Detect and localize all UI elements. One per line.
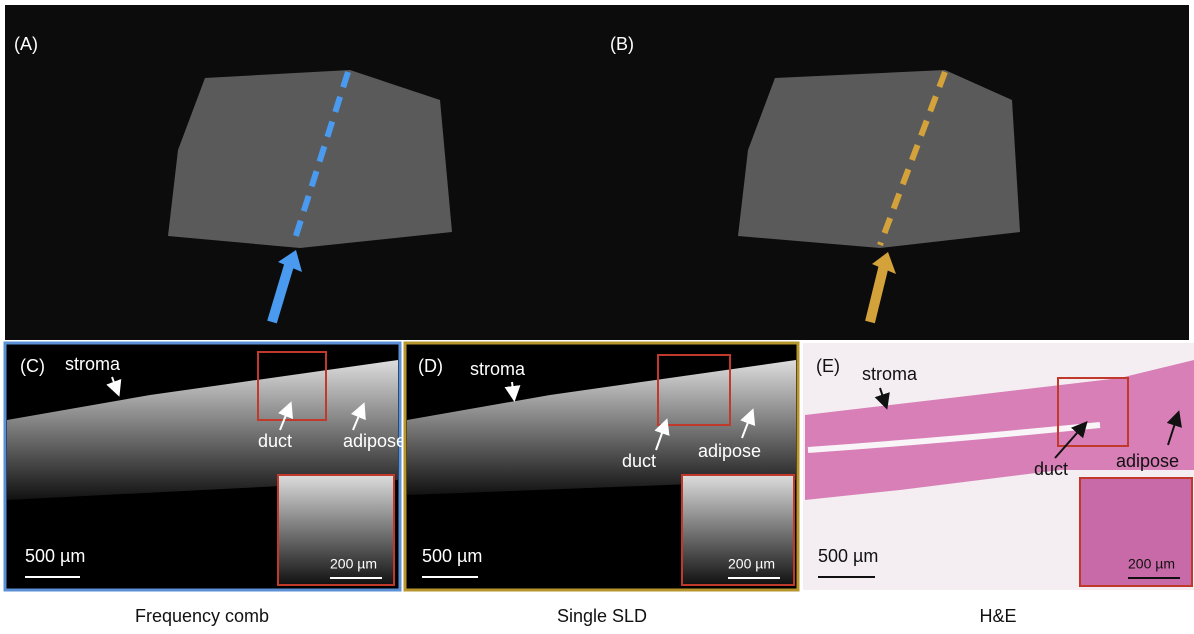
- annotation: stroma: [65, 354, 121, 374]
- inset-scale-label: 200 µm: [1128, 556, 1175, 572]
- panel-label: (B): [610, 34, 634, 54]
- scale-label: 500 µm: [25, 546, 85, 566]
- inset-scale-label: 200 µm: [330, 556, 377, 572]
- panel-e: (E) stroma duct adipose 500 µm 200 µm H&…: [803, 343, 1194, 626]
- caption: Frequency comb: [135, 606, 269, 626]
- caption: H&E: [979, 606, 1016, 626]
- scale-label: 500 µm: [422, 546, 482, 566]
- panel-label: (A): [14, 34, 38, 54]
- panel-d: (D) stroma duct adipose 500 µm 200 µm Si…: [405, 343, 798, 626]
- volume-b: [738, 70, 1020, 248]
- annotation: duct: [622, 451, 656, 471]
- panel-label: (E): [816, 356, 840, 376]
- panel-label: (D): [418, 356, 443, 376]
- caption: Single SLD: [557, 606, 647, 626]
- volume-a: [168, 70, 452, 248]
- annotation: adipose: [343, 431, 406, 451]
- annotation: duct: [258, 431, 292, 451]
- inset-scale-label: 200 µm: [728, 556, 775, 572]
- scale-label: 500 µm: [818, 546, 878, 566]
- annotation: adipose: [1116, 451, 1179, 471]
- annotation: duct: [1034, 459, 1068, 479]
- panel-c: (C) stroma duct adipose 500 µm 200 µm Fr…: [5, 343, 406, 626]
- annotation: stroma: [470, 359, 526, 379]
- annotation: adipose: [698, 441, 761, 461]
- figure: (A) (B) (C) stroma duct adipose 500 µm 2…: [0, 0, 1194, 634]
- panel-label: (C): [20, 356, 45, 376]
- annotation: stroma: [862, 364, 918, 384]
